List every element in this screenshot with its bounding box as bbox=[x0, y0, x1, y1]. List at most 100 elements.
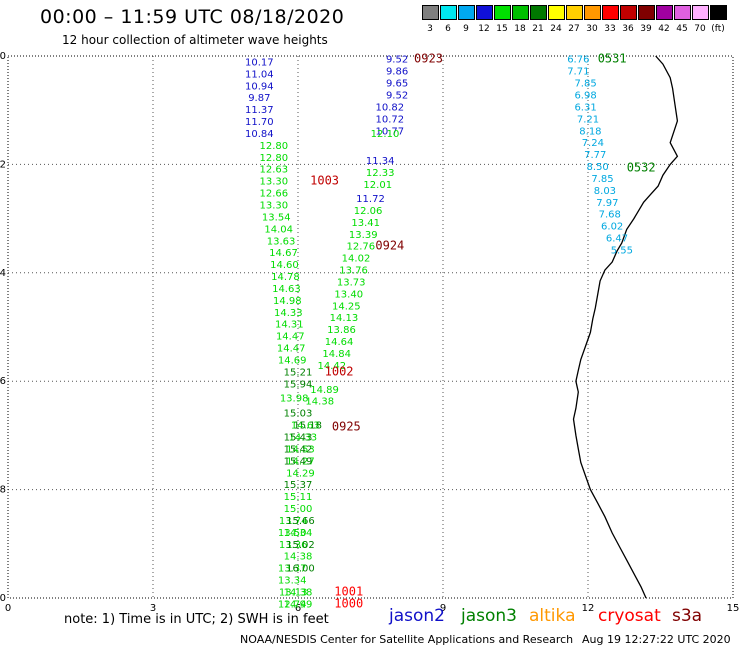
units-note: note: 1) Time is in UTC; 2) SWH is in fe… bbox=[64, 612, 329, 627]
scale-label: (ft) bbox=[711, 24, 725, 34]
scale-swatch bbox=[530, 5, 547, 20]
swh-reading: 14.33 bbox=[274, 308, 303, 319]
swh-reading: 14.63 bbox=[291, 421, 320, 432]
swh-reading: 9.86 bbox=[386, 67, 408, 78]
scale-label: 18 bbox=[514, 24, 526, 34]
swh-reading: 7.85 bbox=[591, 174, 613, 185]
swh-reading: 7.77 bbox=[584, 150, 606, 161]
lon-tick-label: 0 bbox=[5, 603, 11, 614]
pass-label: 1003 bbox=[310, 174, 339, 188]
swh-reading: 14.27 bbox=[286, 456, 315, 467]
scale-label: 70 bbox=[694, 24, 706, 34]
swh-reading: 14.02 bbox=[342, 254, 371, 265]
lon-tick-label: 15 bbox=[727, 603, 740, 614]
swh-reading: 14.63 bbox=[272, 284, 301, 295]
pass-label: 1002 bbox=[325, 364, 354, 378]
swh-reading: 13.73 bbox=[337, 277, 366, 288]
swh-reading: 8.18 bbox=[579, 126, 601, 137]
footer-credit: NOAA/NESDIS Center for Satellite Applica… bbox=[240, 633, 574, 646]
scale-label: 9 bbox=[463, 24, 469, 34]
swh-reading: 12.80 bbox=[260, 141, 289, 152]
swh-reading: 7.85 bbox=[574, 79, 596, 90]
scale-swatch bbox=[548, 5, 565, 20]
swh-reading: 7.71 bbox=[567, 67, 589, 78]
scale-swatch bbox=[674, 5, 691, 20]
map-frame bbox=[7, 55, 734, 599]
swh-reading: 12.01 bbox=[363, 180, 392, 191]
coastline bbox=[572, 55, 679, 599]
swh-reading: 13.76 bbox=[339, 266, 368, 277]
swh-reading: 13.40 bbox=[334, 289, 363, 300]
swh-reading: 9.52 bbox=[386, 90, 408, 101]
swh-reading: 6.31 bbox=[574, 102, 596, 113]
scale-label: 27 bbox=[568, 24, 580, 34]
scale-swatch bbox=[710, 5, 727, 20]
scale-swatch bbox=[602, 5, 619, 20]
swh-reading: 12.80 bbox=[260, 153, 289, 164]
lon-tick-label: 9 bbox=[440, 603, 446, 614]
swh-reading: 12.66 bbox=[260, 189, 289, 200]
swh-reading: 5.55 bbox=[611, 245, 633, 256]
swh-reading: 6.76 bbox=[567, 55, 589, 66]
coastline-path bbox=[572, 55, 679, 599]
swh-reading: 15.11 bbox=[284, 492, 313, 503]
swh-reading: 14.34 bbox=[284, 528, 313, 539]
swh-reading: 13.37 bbox=[278, 564, 307, 575]
scale-label: 24 bbox=[550, 24, 562, 34]
axis-ticks: -10 -12 -14 -16 -18 -200 3 6 9 12 15 bbox=[0, 51, 739, 614]
scale-label: 3 bbox=[427, 24, 433, 34]
swh-reading: 14.47 bbox=[276, 332, 305, 343]
lon-tick-label: 3 bbox=[150, 603, 156, 614]
swh-reading: 13.50 bbox=[278, 528, 307, 539]
scale-swatch bbox=[566, 5, 583, 20]
swh-reading: 6.98 bbox=[574, 90, 596, 101]
altimeter-tracks: 10.1711.0410.949.8711.3711.7010.849.529.… bbox=[245, 55, 633, 611]
scale-swatch bbox=[422, 5, 439, 20]
swh-reading: 14.38 bbox=[284, 587, 313, 598]
scale-label: 6 bbox=[445, 24, 451, 34]
pass-label: 0925 bbox=[332, 420, 361, 434]
swh-reading: 15.49 bbox=[284, 456, 313, 467]
swh-reading: 14.38 bbox=[305, 397, 334, 408]
swh-reading: 14.42 bbox=[318, 361, 347, 372]
swh-reading: 15.03 bbox=[284, 409, 313, 420]
scale-swatch bbox=[620, 5, 637, 20]
swh-reading: 13.30 bbox=[260, 177, 289, 188]
lat-tick-label: -18 bbox=[0, 485, 6, 496]
scale-swatch bbox=[656, 5, 673, 20]
swh-reading: 13.36 bbox=[279, 540, 308, 551]
scale-label: 30 bbox=[586, 24, 598, 34]
scale-swatch bbox=[638, 5, 655, 20]
swh-reading: 14.31 bbox=[275, 320, 304, 331]
swh-reading: 14.53 bbox=[286, 444, 315, 455]
lat-tick-label: -10 bbox=[0, 51, 6, 62]
legend-cryosat: cryosat bbox=[598, 606, 661, 626]
swh-reading: 13.41 bbox=[351, 218, 380, 229]
swh-reading: 7.97 bbox=[596, 198, 618, 209]
swh-reading: 13.86 bbox=[327, 325, 356, 336]
map-grid bbox=[7, 55, 734, 599]
scale-label: 21 bbox=[532, 24, 544, 34]
lon-tick-label: 6 bbox=[295, 603, 301, 614]
swh-reading: 15.00 bbox=[284, 504, 313, 515]
swh-reading: 10.84 bbox=[245, 129, 274, 140]
swh-reading: 9.87 bbox=[248, 93, 270, 104]
scale-label: 33 bbox=[604, 24, 616, 34]
swh-reading: 7.24 bbox=[582, 138, 604, 149]
swh-reading: 14.29 bbox=[286, 468, 315, 479]
swh-reading: 15.43 bbox=[284, 432, 313, 443]
swh-reading: 14.89 bbox=[310, 385, 339, 396]
swh-reading: 14.13 bbox=[330, 313, 359, 324]
scale-label: 36 bbox=[622, 24, 634, 34]
swh-reading: 13.54 bbox=[262, 212, 291, 223]
swh-reading: 15.94 bbox=[284, 379, 313, 390]
legend-jason3: jason3 bbox=[461, 606, 517, 626]
scale-label: 39 bbox=[640, 24, 652, 34]
swh-reading: 14.67 bbox=[269, 248, 298, 259]
swh-reading: 7.68 bbox=[599, 210, 621, 221]
swh-reading: 12.76 bbox=[347, 242, 376, 253]
swh-reading: 13.34 bbox=[278, 576, 307, 587]
generated-timestamp: Aug 19 12:27:22 UTC 2020 bbox=[582, 633, 731, 646]
